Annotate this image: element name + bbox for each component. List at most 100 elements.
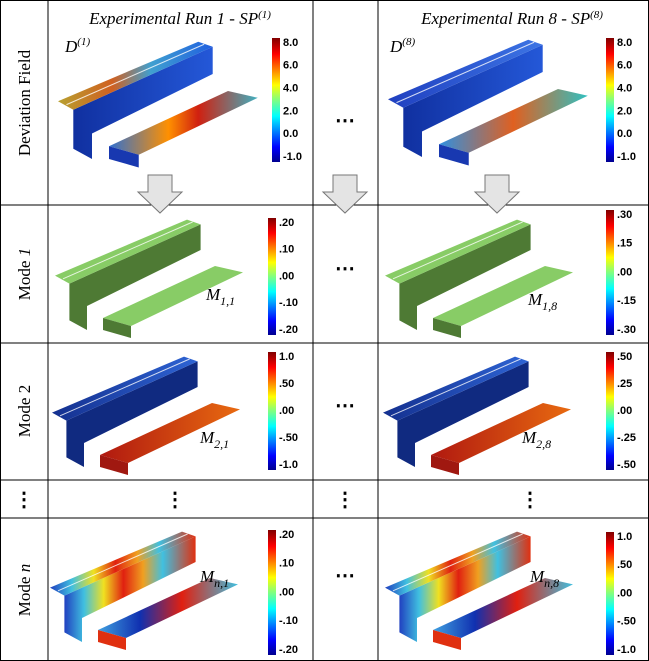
colorbar xyxy=(606,210,614,335)
colorbar xyxy=(268,352,276,470)
column-header: Experimental Run 8 - SP(8) xyxy=(420,9,603,28)
header-sup: (1) xyxy=(258,9,271,21)
colorbar-label: -1.0 xyxy=(617,151,636,163)
colorbar-label: .00 xyxy=(279,270,294,282)
colorbar-label: -.50 xyxy=(279,432,298,444)
colorbar xyxy=(606,352,614,470)
colorbar-label: .50 xyxy=(617,351,632,363)
colorbar-label: 1.0 xyxy=(617,531,632,543)
colorbar-label: .00 xyxy=(617,405,632,417)
colorbar-label: 0.0 xyxy=(283,128,298,140)
name-base: M xyxy=(527,290,543,309)
row-label-text: ⋮ xyxy=(14,489,34,511)
cell-name: M2,8 xyxy=(521,428,551,451)
column-header: Experimental Run 1 - SP(1) xyxy=(88,9,271,28)
row-label: Deviation Field xyxy=(15,49,34,156)
cell-name: M1,8 xyxy=(527,290,557,313)
colorbar-label: .20 xyxy=(279,217,294,229)
colorbar-label: -.50 xyxy=(617,616,636,628)
colorbar-label: -1.0 xyxy=(279,459,298,471)
row-label: Mode 2 xyxy=(15,385,34,437)
name-base: M xyxy=(529,567,545,586)
row-label-text: Deviation Field xyxy=(15,49,34,156)
middle-ellipsis: ⋯ xyxy=(335,258,355,280)
colorbar-label: 1.0 xyxy=(279,351,294,363)
colorbar-label: 4.0 xyxy=(283,83,298,95)
row-label-var: n xyxy=(15,564,34,573)
name-sub: 1,8 xyxy=(542,299,557,313)
colorbar-label: 8.0 xyxy=(283,37,298,49)
colorbar-label: 6.0 xyxy=(617,60,632,72)
name-sup: (1) xyxy=(77,36,90,48)
colorbar-label: -.10 xyxy=(279,297,298,309)
colorbar-label: -.20 xyxy=(279,644,298,656)
colorbar-label: -1.0 xyxy=(283,151,302,163)
colorbar xyxy=(606,532,614,655)
colorbar-label: 2.0 xyxy=(617,105,632,117)
colorbar-label: -.30 xyxy=(617,324,636,336)
colorbar xyxy=(268,218,276,335)
parts xyxy=(50,40,588,650)
colorbar-label: .00 xyxy=(279,586,294,598)
name-sub: n,1 xyxy=(214,576,229,590)
colorbar-label: -.20 xyxy=(279,324,298,336)
colorbar-label: 6.0 xyxy=(283,60,298,72)
middle-ellipsis: ⋯ xyxy=(335,395,355,417)
row-label: Mode n xyxy=(15,564,34,616)
name-sup: (8) xyxy=(402,36,415,48)
colorbar-label: 2.0 xyxy=(283,105,298,117)
colorbar-label: -.25 xyxy=(617,432,636,444)
cell-name: M1,1 xyxy=(205,285,235,308)
row-label-text: Mode xyxy=(15,572,34,616)
colorbar-label: .20 xyxy=(279,529,294,541)
middle-ellipsis: ⋯ xyxy=(335,110,355,132)
cell-name: D(8) xyxy=(389,36,415,56)
cells: Deviation Field⋯D(1)8.06.04.02.00.0-1.0D… xyxy=(14,36,636,656)
header-text: Experimental Run 8 - SP xyxy=(420,9,590,28)
figure: Experimental Run 1 - SP(1) Experimental … xyxy=(0,0,649,661)
name-base: M xyxy=(199,567,215,586)
colorbar-label: .00 xyxy=(617,266,632,278)
row-label-var: 1 xyxy=(15,248,34,257)
vertical-ellipsis: ⋮ xyxy=(165,489,185,511)
row-label-text: Mode 2 xyxy=(15,385,34,437)
colorbar-label: 8.0 xyxy=(617,37,632,49)
arrows xyxy=(138,175,519,213)
colorbar-label: 0.0 xyxy=(617,128,632,140)
colorbar-label: -.10 xyxy=(279,615,298,627)
name-base: D xyxy=(389,37,403,56)
colorbar-label: .50 xyxy=(617,559,632,571)
colorbar-label: -.15 xyxy=(617,295,636,307)
middle-ellipsis: ⋮ xyxy=(335,489,355,511)
colorbar-label: .50 xyxy=(279,378,294,390)
colorbar-label: .00 xyxy=(617,587,632,599)
header-text: Experimental Run 1 - SP xyxy=(88,9,258,28)
colorbar xyxy=(268,530,276,655)
name-base: D xyxy=(64,37,78,56)
colorbar-label: 4.0 xyxy=(617,83,632,95)
colorbar xyxy=(606,38,614,162)
colorbar xyxy=(272,38,280,162)
cell-name: D(1) xyxy=(64,36,90,56)
colorbar-label: .25 xyxy=(617,378,632,390)
colorbar-label: -.50 xyxy=(617,459,636,471)
name-sub: 1,1 xyxy=(220,294,235,308)
colorbar-label: .10 xyxy=(279,558,294,570)
colorbar-label: .15 xyxy=(617,238,632,250)
cell-name: M2,1 xyxy=(199,428,229,451)
row-label: Mode 1 xyxy=(15,248,34,300)
name-sub: n,8 xyxy=(544,576,559,590)
name-base: M xyxy=(521,428,537,447)
header-sup: (8) xyxy=(590,9,603,21)
name-base: M xyxy=(205,285,221,304)
name-base: M xyxy=(199,428,215,447)
middle-ellipsis: ⋯ xyxy=(335,565,355,587)
name-sub: 2,8 xyxy=(536,437,551,451)
row-label: ⋮ xyxy=(14,489,34,511)
colorbar-label: -1.0 xyxy=(617,644,636,656)
row-label-text: Mode xyxy=(15,256,34,300)
colorbar-label: .30 xyxy=(617,209,632,221)
name-sub: 2,1 xyxy=(214,437,229,451)
colorbar-label: .00 xyxy=(279,405,294,417)
vertical-ellipsis: ⋮ xyxy=(520,489,540,511)
